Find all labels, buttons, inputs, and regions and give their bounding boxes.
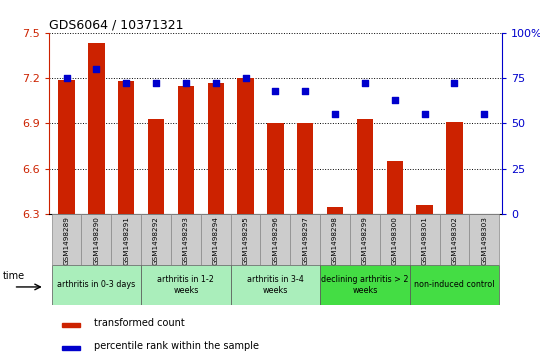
Bar — [320, 265, 410, 305]
Bar — [297, 123, 313, 214]
Point — [361, 81, 369, 86]
Point — [390, 97, 399, 103]
Bar — [62, 346, 80, 350]
Text: GSM1498294: GSM1498294 — [213, 216, 219, 265]
Text: GSM1498303: GSM1498303 — [481, 216, 487, 265]
Bar — [440, 214, 469, 265]
Bar — [88, 43, 105, 214]
Point — [122, 81, 131, 86]
Point — [450, 81, 459, 86]
Point — [181, 81, 190, 86]
Point — [241, 75, 250, 81]
Point — [211, 81, 220, 86]
Text: arthritis in 1-2
weeks: arthritis in 1-2 weeks — [158, 275, 214, 295]
Point — [420, 111, 429, 117]
Bar — [320, 214, 350, 265]
Bar — [410, 265, 499, 305]
Point — [480, 111, 489, 117]
Text: GDS6064 / 10371321: GDS6064 / 10371321 — [49, 19, 183, 32]
Point — [92, 66, 100, 72]
Text: transformed count: transformed count — [94, 318, 185, 328]
Text: arthritis in 0-3 days: arthritis in 0-3 days — [57, 281, 136, 289]
Text: GSM1498291: GSM1498291 — [123, 216, 129, 265]
Bar — [291, 214, 320, 265]
Bar — [62, 322, 80, 327]
Text: percentile rank within the sample: percentile rank within the sample — [94, 341, 259, 351]
Text: GSM1498297: GSM1498297 — [302, 216, 308, 265]
Bar — [141, 214, 171, 265]
Bar — [231, 214, 260, 265]
Text: GSM1498300: GSM1498300 — [392, 216, 398, 265]
Text: GSM1498295: GSM1498295 — [242, 216, 248, 265]
Point — [331, 111, 340, 117]
Text: GSM1498289: GSM1498289 — [64, 216, 70, 265]
Bar — [58, 79, 75, 214]
Point — [301, 88, 309, 94]
Bar — [118, 81, 134, 214]
Text: non-induced control: non-induced control — [414, 281, 495, 289]
Bar — [141, 265, 231, 305]
Bar — [327, 207, 343, 214]
Bar — [350, 214, 380, 265]
Text: GSM1498293: GSM1498293 — [183, 216, 189, 265]
Point — [271, 88, 280, 94]
Bar — [446, 122, 463, 214]
Text: GSM1498299: GSM1498299 — [362, 216, 368, 265]
Bar — [260, 214, 291, 265]
Text: declining arthritis > 2
weeks: declining arthritis > 2 weeks — [321, 275, 409, 295]
Bar — [171, 214, 201, 265]
Bar — [469, 214, 499, 265]
Bar — [410, 214, 440, 265]
Text: GSM1498290: GSM1498290 — [93, 216, 99, 265]
Bar — [178, 86, 194, 214]
Bar — [267, 123, 284, 214]
Bar — [82, 214, 111, 265]
Text: GSM1498302: GSM1498302 — [451, 216, 457, 265]
Text: arthritis in 3-4
weeks: arthritis in 3-4 weeks — [247, 275, 304, 295]
Bar — [207, 82, 224, 214]
Bar — [111, 214, 141, 265]
Bar — [52, 265, 141, 305]
Bar — [52, 214, 82, 265]
Bar — [231, 265, 320, 305]
Bar — [380, 214, 410, 265]
Text: GSM1498301: GSM1498301 — [422, 216, 428, 265]
Bar — [357, 119, 373, 214]
Text: time: time — [3, 271, 24, 281]
Point — [152, 81, 160, 86]
Bar — [416, 205, 433, 214]
Bar — [387, 161, 403, 214]
Bar — [238, 78, 254, 214]
Bar — [148, 119, 164, 214]
Text: GSM1498292: GSM1498292 — [153, 216, 159, 265]
Text: GSM1498298: GSM1498298 — [332, 216, 338, 265]
Bar — [201, 214, 231, 265]
Point — [62, 75, 71, 81]
Text: GSM1498296: GSM1498296 — [272, 216, 279, 265]
